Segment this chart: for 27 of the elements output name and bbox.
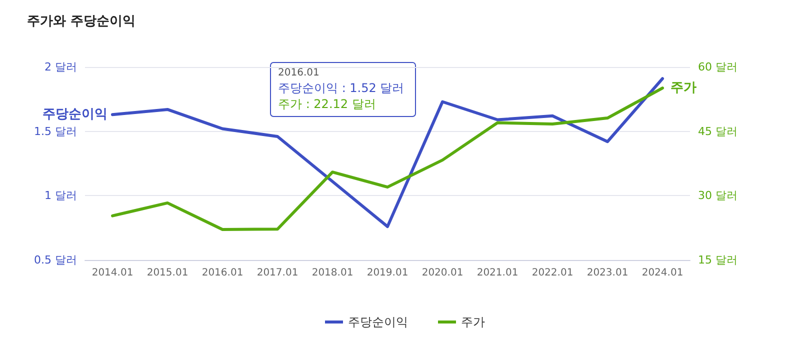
x-tick-label: 2018.01 bbox=[312, 268, 354, 278]
text: 주당순이익 bbox=[42, 107, 108, 122]
annotation: 2016.01 bbox=[278, 68, 320, 78]
legend-label: 주가 bbox=[461, 315, 485, 329]
y2-tick-label: 45 달러 bbox=[698, 124, 738, 138]
y-tick-label: 1.5 달러 bbox=[34, 124, 77, 138]
x-tick-label: 2019.01 bbox=[366, 268, 408, 278]
x-tick-label: 2024.01 bbox=[642, 268, 684, 278]
y2-tick-label: 15 달러 bbox=[698, 254, 738, 266]
x-tick-label: 2021.01 bbox=[476, 268, 518, 278]
y2-tick-label: 30 달러 bbox=[698, 189, 738, 202]
legend-label: 주당순이익 bbox=[348, 315, 408, 329]
chart-title: 주가와 주당순이익 bbox=[27, 14, 136, 29]
x-tick-label: 2022.01 bbox=[532, 268, 574, 278]
text: 주가 bbox=[670, 80, 696, 96]
y-tick-label: 2 달러 bbox=[44, 60, 77, 74]
x-tick-label: 2023.01 bbox=[586, 268, 628, 278]
x-tick-label: 2014.01 bbox=[92, 268, 134, 278]
annotation: 주당순이익 : 1.52 달러 bbox=[278, 81, 404, 95]
annotation: 주가 : 22.12 달러 bbox=[278, 97, 376, 111]
x-tick-label: 2015.01 bbox=[146, 268, 188, 278]
x-tick-label: 2016.01 bbox=[202, 268, 244, 278]
y-tick-label: 0.5 달러 bbox=[34, 254, 77, 266]
y-tick-label: 1 달러 bbox=[44, 189, 77, 202]
x-tick-label: 2020.01 bbox=[422, 268, 464, 278]
x-tick-label: 2017.01 bbox=[256, 268, 298, 278]
y2-tick-label: 60 달러 bbox=[698, 60, 738, 74]
